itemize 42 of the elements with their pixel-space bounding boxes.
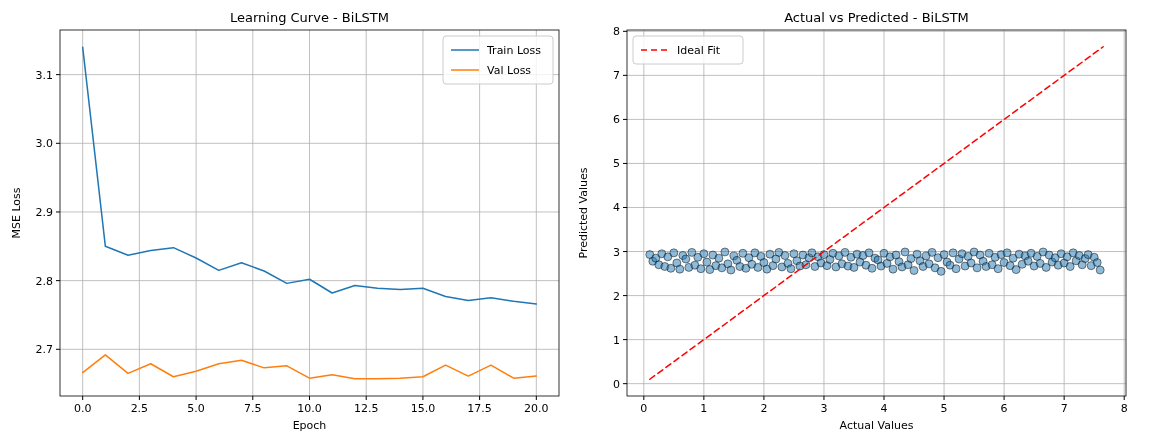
x-tick-label: 20.0 [524,402,549,415]
x-tick-label: 15.0 [410,402,436,415]
y-tick-label: 0 [613,377,620,391]
x-tick-label: 12.5 [353,402,379,415]
x-axis-title: Actual Values [839,419,914,432]
x-tick-label: 17.5 [467,402,492,415]
x-tick-label: 7.5 [244,402,262,415]
y-tick-label: 3 [613,245,620,259]
x-tick-label: 5.0 [187,402,205,415]
x-tick-label: 0.0 [73,402,92,415]
x-tick-label: 10.0 [297,402,322,415]
y-tick-label: 7 [613,69,620,83]
x-tick-label: 3 [820,402,828,415]
chart-title: Actual vs Predicted - BiLSTM [784,10,969,25]
y-tick-label: 2.7 [35,343,53,357]
y-tick-label: 2.9 [35,205,53,219]
y-tick-label: 8 [613,25,620,39]
y-tick-label: 3.0 [35,137,53,151]
y-tick-label: 3.1 [35,68,53,82]
y-tick-label: 5 [613,157,620,171]
y-tick-label: 2 [613,289,620,303]
y-tick-label: 6 [613,113,620,127]
legend-label: Val Loss [487,64,532,77]
y-tick-label: 1 [613,333,620,347]
x-tick-label: 6 [1000,402,1008,415]
y-tick-label: 2.8 [35,274,53,288]
y-axis-title: MSE Loss [10,187,23,239]
chart-title: Learning Curve - BiLSTM [229,10,390,25]
x-tick-label: 5 [940,402,948,415]
x-tick-label: 7 [1060,402,1068,415]
line-series [81,354,538,380]
legend-label: Ideal Fit [677,44,721,57]
x-tick-label: 0 [640,402,648,415]
x-tick-label: 1 [700,402,708,415]
y-tick-label: 4 [613,201,620,215]
x-tick-label: 2 [760,402,768,415]
x-tick-label: 8 [1120,402,1128,415]
legend-label: Train Loss [486,44,542,57]
y-axis-title: Predicted Values [577,167,590,259]
x-tick-label: 2.5 [130,402,149,415]
x-axis-title: Epoch [292,419,327,432]
x-tick-label: 4 [880,402,888,415]
